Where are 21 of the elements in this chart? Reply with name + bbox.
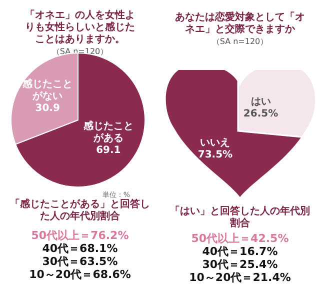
text: 50代以上＝76.2% [30,229,130,242]
text: 40代＝16.7% [201,245,279,258]
data-label: 69.1 [96,144,121,156]
text: 30代＝63.5% [41,255,119,268]
data-label: 30.9 [35,103,60,114]
text: 50代以上＝42.5% [190,232,290,245]
chart-title: あなたは恋愛対象として「オネエ」と交際できますか [175,12,305,35]
slice-label: いいえ [200,138,230,149]
text: 40代＝68.1% [41,242,119,255]
text: 10～20代＝68.6% [28,268,132,281]
chart-title: 「オネエ」の人を女性よりも女性らしいと感じたことはありますか。 [25,10,135,45]
slice-label: 感じたことがない [22,78,73,102]
text: 「感じたことがある」と回答した人の年代別割合 [9,199,151,223]
data-label: 26.5% [243,108,278,120]
text: 「はい」と回答した人の年代別割合 [169,206,311,230]
data-label: 73.5% [198,150,233,161]
slice-label: はい [250,96,271,108]
text: 30代＝25.4% [201,258,279,271]
text: 10～20代＝21.4% [188,271,292,284]
chart-subtitle: （SA n=120） [210,36,270,47]
slice-label: 感じたことがある [82,120,134,144]
